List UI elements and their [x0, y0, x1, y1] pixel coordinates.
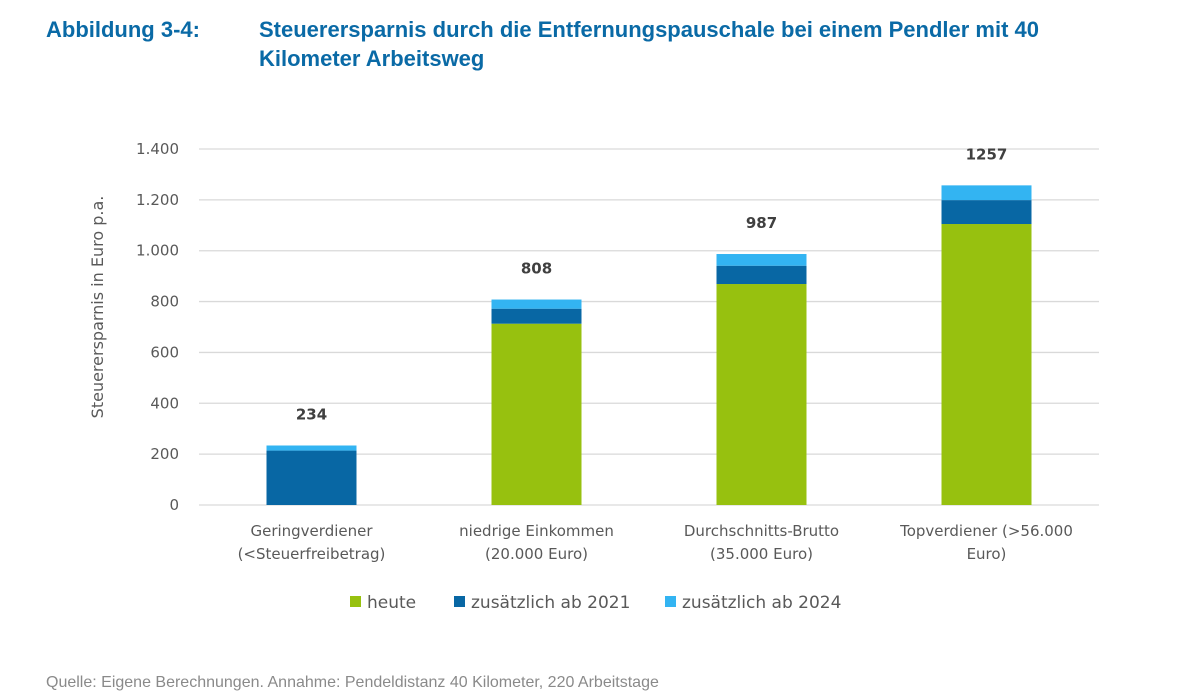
bar-segment-heute [491, 323, 582, 505]
bar-segment-zus-tzlich-ab-2024 [491, 299, 582, 309]
y-tick-label: 1.400 [136, 140, 179, 158]
data-label-total: 1257 [966, 145, 1008, 163]
data-labels: 234 808 987 1257 [296, 145, 1008, 423]
y-tick-label: 1.200 [136, 191, 179, 209]
legend-label: zusätzlich ab 2024 [682, 593, 841, 613]
bar-segment-zus-tzlich-ab-2021 [941, 200, 1032, 225]
figure-title-text: Steuerersparnis durch die Entfernungspau… [259, 17, 1040, 71]
bar-segment-heute [941, 224, 1032, 505]
y-axis-ticks: 0 200 400 600 800 1.000 1.200 1.400 [136, 140, 179, 514]
figure-number: Abbildung 3-4: [46, 17, 200, 42]
x-category-label: (35.000 Euro) [710, 545, 813, 563]
bar-segment-zus-tzlich-ab-2021 [491, 308, 582, 324]
y-axis-title: Steuerersparnis in Euro p.a. [88, 196, 107, 419]
legend-swatch [665, 596, 676, 607]
bar-segment-zus-tzlich-ab-2021 [716, 265, 807, 285]
data-label-total: 808 [521, 260, 552, 278]
x-category-label: Geringverdiener [250, 522, 373, 540]
legend: heute zusätzlich ab 2021 zusätzlich ab 202… [350, 593, 841, 613]
x-category-label: Durchschnitts-Brutto [684, 522, 839, 540]
y-tick-label: 600 [150, 343, 179, 361]
bar-segment-heute [716, 284, 807, 505]
category-labels: Geringverdiener (<Steuerfreibetrag) niedri… [238, 522, 1073, 563]
data-label-total: 987 [746, 214, 777, 232]
x-category-label: Topverdiener (>56.000 [899, 522, 1073, 540]
data-label-total: 234 [296, 405, 327, 423]
bar-segment-zus-tzlich-ab-2024 [716, 254, 807, 266]
legend-label: heute [367, 593, 416, 613]
y-tick-label: 1.000 [136, 242, 179, 260]
bar-segment-zus-tzlich-ab-2024 [266, 445, 357, 451]
y-tick-label: 0 [169, 496, 179, 514]
legend-swatch [454, 596, 465, 607]
bars [266, 185, 1032, 505]
source-note: Quelle: Eigene Berechnungen. Annahme: Pe… [46, 674, 659, 691]
x-category-label: niedrige Einkommen [459, 522, 614, 540]
y-tick-label: 800 [150, 293, 179, 311]
x-category-label: Euro) [967, 545, 1007, 563]
bar-segment-zus-tzlich-ab-2021 [266, 450, 357, 505]
x-category-label: (<Steuerfreibetrag) [238, 545, 386, 563]
legend-label: zusätzlich ab 2021 [471, 593, 630, 613]
legend-swatch [350, 596, 361, 607]
y-tick-label: 400 [150, 394, 179, 412]
bar-segment-zus-tzlich-ab-2024 [941, 185, 1032, 201]
y-tick-label: 200 [150, 445, 179, 463]
x-category-label: (20.000 Euro) [485, 545, 588, 563]
